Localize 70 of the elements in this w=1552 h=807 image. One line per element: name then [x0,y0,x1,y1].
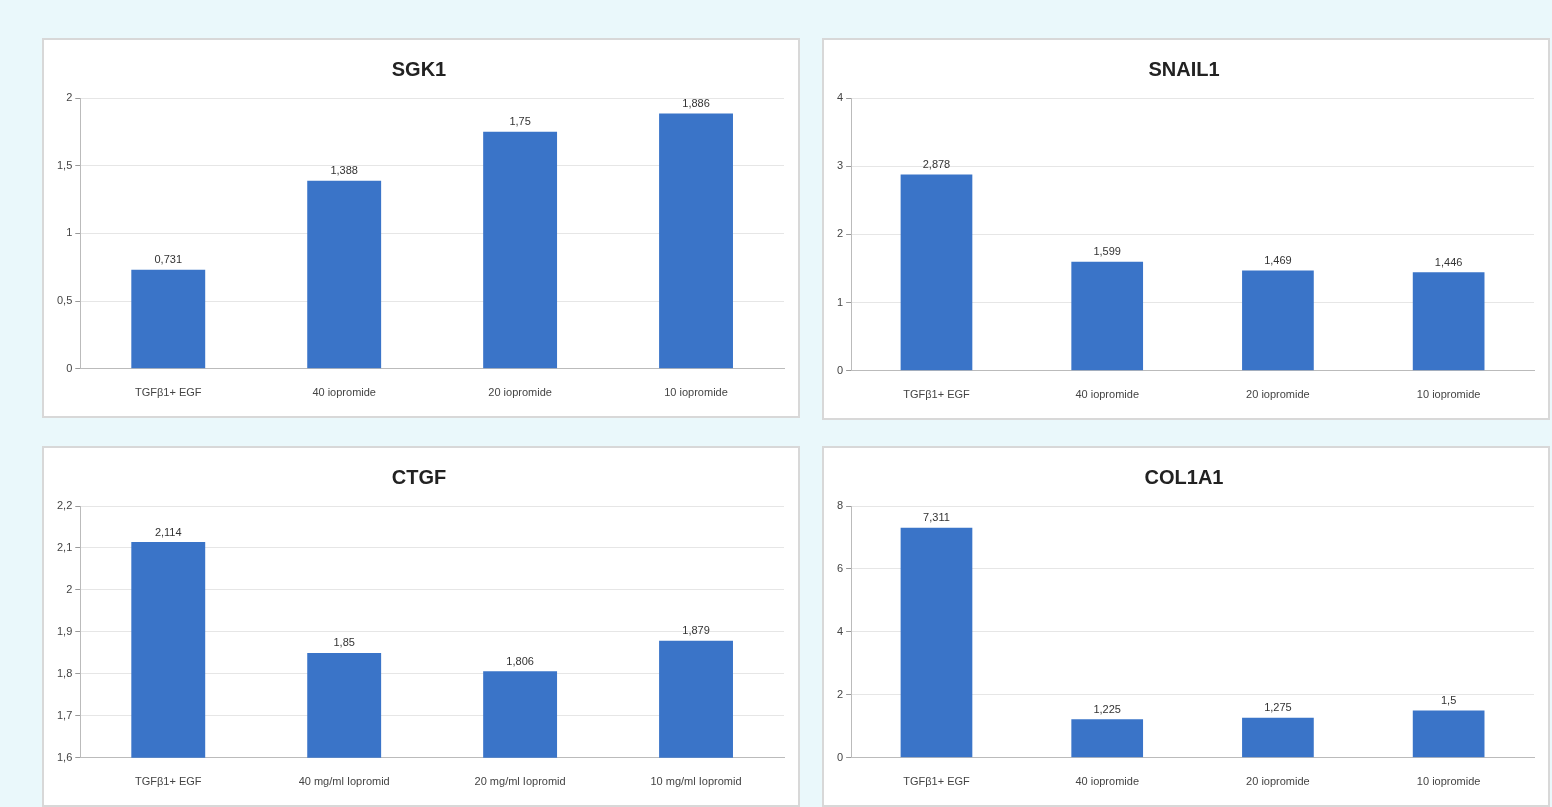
data-label: 1,225 [1093,702,1121,715]
chart-title: COL1A1 [1144,465,1224,488]
x-tick-label: 10 iopromide [1416,388,1481,401]
bar [1071,261,1144,371]
chart-title: SGK1 [391,57,447,80]
x-tick-label: TGFβ1+ EGF [903,775,971,788]
x-tick-label: TGFβ1+ EGF [134,386,202,399]
data-label: 0,731 [154,253,183,266]
data-label: 2,114 [154,525,182,538]
y-tick-label: 6 [836,561,844,574]
bar [900,527,973,758]
y-tick-label: 4 [836,91,844,104]
y-tick-label: 2 [836,227,844,240]
y-tick-label: 1,6 [56,750,73,763]
y-tick-label: 1,5 [56,158,73,171]
data-label: 7,311 [923,511,950,524]
x-tick-label: TGFβ1+ EGF [903,388,971,401]
bar [1412,272,1485,371]
bar [1242,270,1314,371]
x-tick-label: 10 mg/ml Iopromid [650,775,742,788]
data-label: 1,5 [1440,694,1457,707]
data-label: 1,806 [506,654,534,667]
x-tick-label: 40 mg/ml Iopromid [298,775,390,788]
bar [483,131,558,369]
x-tick-label: TGFβ1+ EGF [134,775,202,788]
bar [131,269,206,369]
data-label: 1,599 [1093,245,1121,258]
y-tick-label: 1 [836,295,844,308]
data-label: 1,469 [1264,254,1292,267]
x-tick-label: 40 iopromide [1075,775,1139,788]
y-tick-label: 1,8 [56,666,73,679]
bar [1242,717,1314,758]
y-tick-label: 1,7 [56,708,73,721]
data-label: 1,886 [682,96,710,109]
x-tick-label: 20 iopromide [1246,775,1310,788]
y-tick-label: 2 [66,91,73,104]
y-tick-label: 8 [836,499,844,512]
x-tick-label: 10 iopromide [664,386,728,399]
data-label: 1,75 [509,115,531,128]
x-tick-label: 10 iopromide [1416,775,1481,788]
y-tick-label: 1 [66,226,73,239]
data-label: 2,878 [922,158,951,171]
bar [307,180,382,369]
y-tick-label: 2,1 [56,541,73,553]
bar [1071,719,1144,758]
data-label: 1,388 [330,164,358,177]
bar [900,174,973,371]
y-tick-label: 1,9 [56,624,73,637]
x-tick-label: 20 mg/ml Iopromid [474,775,566,788]
y-tick-label: 0 [66,361,73,374]
data-label: 1,85 [333,636,355,649]
x-tick-label: 20 iopromide [1246,388,1310,401]
y-tick-label: 0 [836,750,844,763]
y-tick-label: 2 [836,687,844,700]
x-tick-label: 40 iopromide [312,386,376,399]
chart-title: SNAIL1 [1148,57,1220,80]
data-label: 1,446 [1434,255,1463,268]
x-tick-label: 20 iopromide [488,386,552,399]
y-tick-label: 3 [836,159,844,172]
y-tick-label: 0 [836,363,844,376]
y-tick-label: 2 [66,582,73,595]
data-label: 1,879 [682,624,710,637]
y-tick-label: 0,5 [56,294,73,307]
data-label: 1,275 [1264,701,1292,714]
y-tick-label: 2,2 [56,499,73,512]
y-tick-label: 4 [836,624,844,637]
x-tick-label: 40 iopromide [1075,388,1139,401]
chart-title: CTGF [391,465,447,488]
bar [659,113,733,369]
bar [1412,710,1485,758]
